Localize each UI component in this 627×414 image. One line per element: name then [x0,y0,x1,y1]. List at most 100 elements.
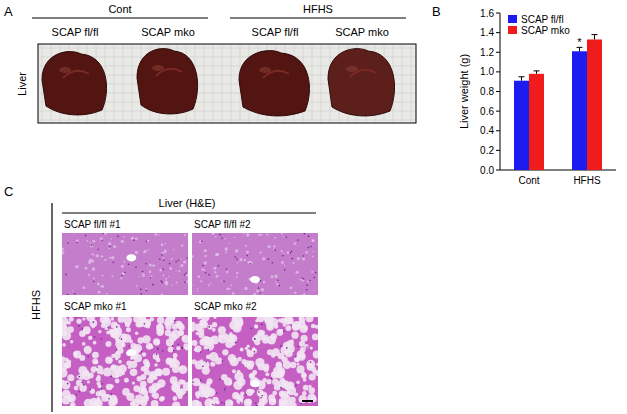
nucleus [81,382,83,384]
vacuole [292,262,294,264]
vacuole [275,281,277,283]
vacuole [244,287,247,290]
vacuole [237,357,241,361]
vacuole [312,251,313,252]
vacuole [212,233,215,235]
vacuole [197,275,200,278]
bar [529,74,544,170]
vacuole [86,317,95,322]
vacuole [102,318,111,327]
vacuole [228,381,232,385]
vacuole [199,319,206,326]
vacuole [210,283,211,284]
vacuole [96,397,100,401]
vacuole [142,274,145,277]
y-tick [496,111,500,112]
y-tick-label: 0.8 [480,86,494,97]
vacuole [208,325,213,330]
nucleus [259,292,261,294]
vacuole [296,362,299,365]
tissue [192,233,318,295]
nucleus [79,391,81,393]
paper-grid [402,45,403,122]
nucleus [304,233,306,235]
vacuole [257,390,264,397]
nucleus [226,268,228,270]
column-label: SCAP mko [335,26,389,38]
vacuole [92,352,99,359]
vacuole [204,398,213,406]
vacuole [294,392,298,396]
vacuole [222,349,228,355]
vacuole [149,276,151,278]
vacuole [183,260,186,263]
vacuole [171,384,179,392]
nucleus [219,234,221,236]
vacuole [152,264,155,267]
vacuole [254,339,260,345]
nucleus [254,338,256,340]
vacuole [88,260,91,263]
vacuole [92,358,98,364]
vacuole [92,401,101,406]
vacuole [236,276,238,278]
vacuole [199,338,206,345]
vacuole [232,369,236,373]
vacuole [257,402,264,406]
vacuole [299,395,307,403]
vacuole [245,399,250,404]
paper-grid [213,45,214,122]
nucleus [245,394,247,396]
vacuole [92,267,96,271]
vacuole [253,293,256,295]
nucleus [186,257,188,259]
histology-image [192,317,318,406]
nucleus [85,235,87,237]
vacuole [312,239,315,242]
vacuole [244,360,251,367]
bar [514,81,529,170]
vacuole [183,343,188,349]
vacuole [72,290,73,291]
vacuole [244,259,246,261]
nucleus [260,280,262,282]
error-bar [592,35,598,40]
y-tick-label: 0.4 [480,125,494,136]
liver-photo [137,49,198,114]
vacuole [236,272,238,274]
vacuole [110,397,117,404]
nucleus [101,388,103,390]
nucleus [295,384,297,386]
nucleus [309,280,311,282]
nucleus [181,347,183,349]
vacuole [240,347,244,351]
nucleus [306,346,308,348]
vacuole [272,348,280,356]
nucleus [156,354,158,356]
vacuole [145,288,147,290]
vacuole [171,258,173,260]
paper-grid [123,45,124,122]
vacuole [96,376,101,381]
vacuole [246,349,250,353]
vacuole [304,344,308,348]
nucleus [261,323,263,325]
vacuole [176,270,177,271]
vacuole [290,286,293,289]
vacuole [118,317,125,323]
vacuole [82,286,85,289]
vacuole [151,394,154,397]
nucleus [236,258,238,260]
vacuole [178,379,183,384]
vacuole [91,325,95,329]
vacuole [287,317,294,324]
vacuole [90,242,91,243]
y-axis-label: Liver weight (g) [458,54,470,129]
vacuole [108,247,110,249]
nucleus [306,289,308,291]
vacuole [176,346,180,350]
vacuole [234,372,243,381]
nucleus [141,293,143,295]
vacuole [91,260,94,263]
vacuole [62,248,64,250]
